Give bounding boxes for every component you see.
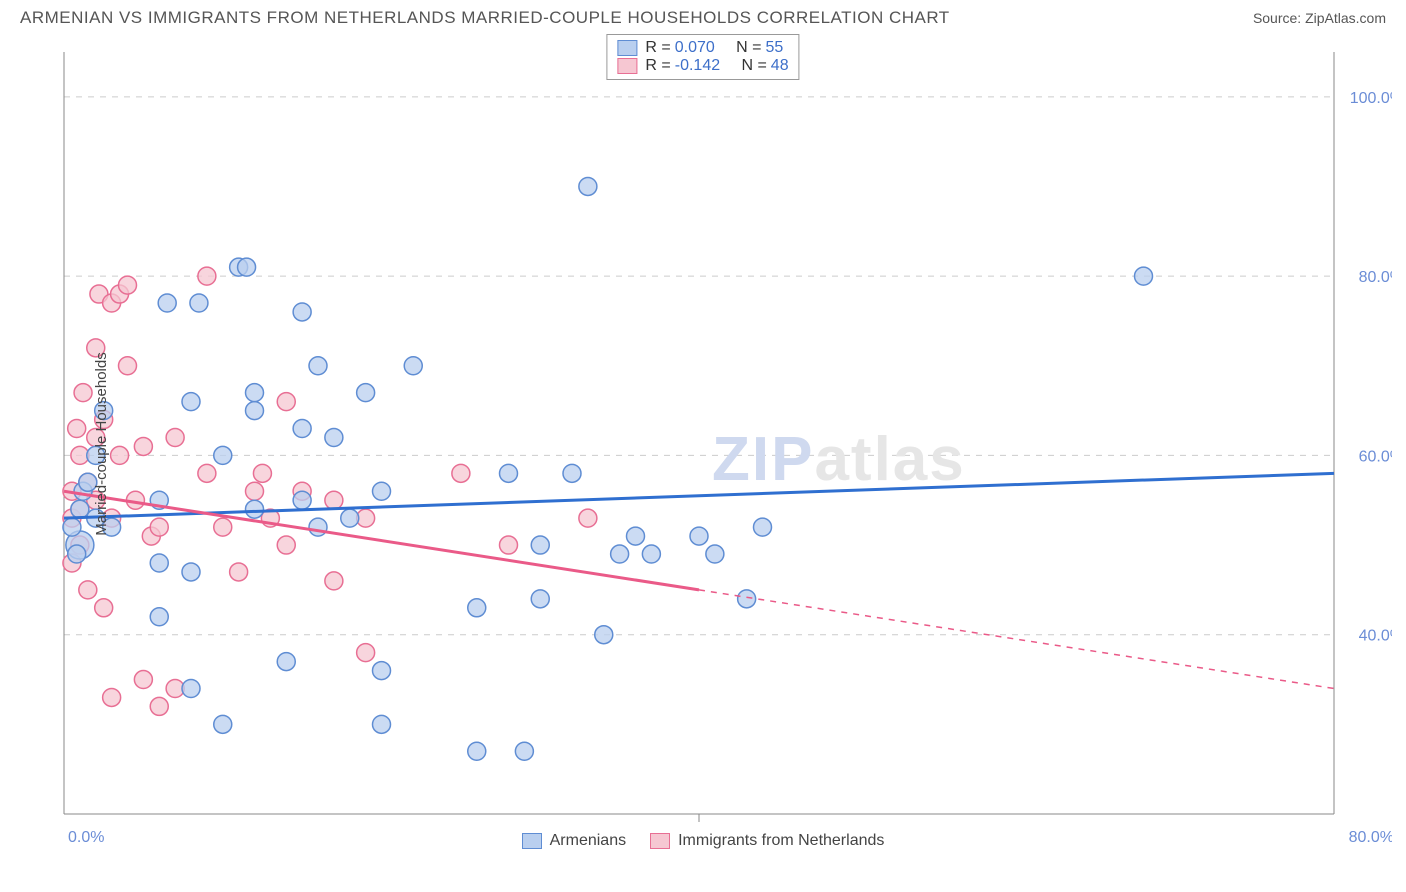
series-legend: Armenians Immigrants from Netherlands (12, 832, 1394, 850)
source-credit: Source: ZipAtlas.com (1253, 10, 1386, 26)
legend-swatch (617, 40, 637, 56)
source-label: Source: (1253, 10, 1301, 26)
chart-container: Married-couple Households ZIPatlas 40.0%… (12, 34, 1394, 854)
legend-label: Immigrants from Netherlands (678, 832, 884, 850)
svg-text:60.0%: 60.0% (1359, 448, 1392, 465)
legend-row: R = -0.142 N = 48 (617, 57, 788, 75)
svg-text:80.0%: 80.0% (1359, 269, 1392, 286)
legend-swatch (650, 833, 670, 849)
legend-swatch (617, 58, 637, 74)
legend-label: Armenians (550, 832, 626, 850)
legend-row: R = 0.070 N = 55 (617, 39, 788, 57)
legend-swatch (522, 833, 542, 849)
y-axis-label: Married-couple Households (93, 352, 110, 535)
chart-title: ARMENIAN VS IMMIGRANTS FROM NETHERLANDS … (20, 8, 950, 28)
svg-text:40.0%: 40.0% (1359, 628, 1392, 645)
correlation-legend: R = 0.070 N = 55R = -0.142 N = 48 (606, 34, 799, 80)
svg-text:100.0%: 100.0% (1350, 90, 1392, 107)
scatter-plot: 40.0%60.0%80.0%100.0%0.0%80.0% (12, 34, 1392, 854)
source-link[interactable]: ZipAtlas.com (1305, 10, 1386, 26)
legend-item: Immigrants from Netherlands (650, 832, 884, 850)
header-bar: ARMENIAN VS IMMIGRANTS FROM NETHERLANDS … (0, 0, 1406, 34)
legend-item: Armenians (522, 832, 626, 850)
